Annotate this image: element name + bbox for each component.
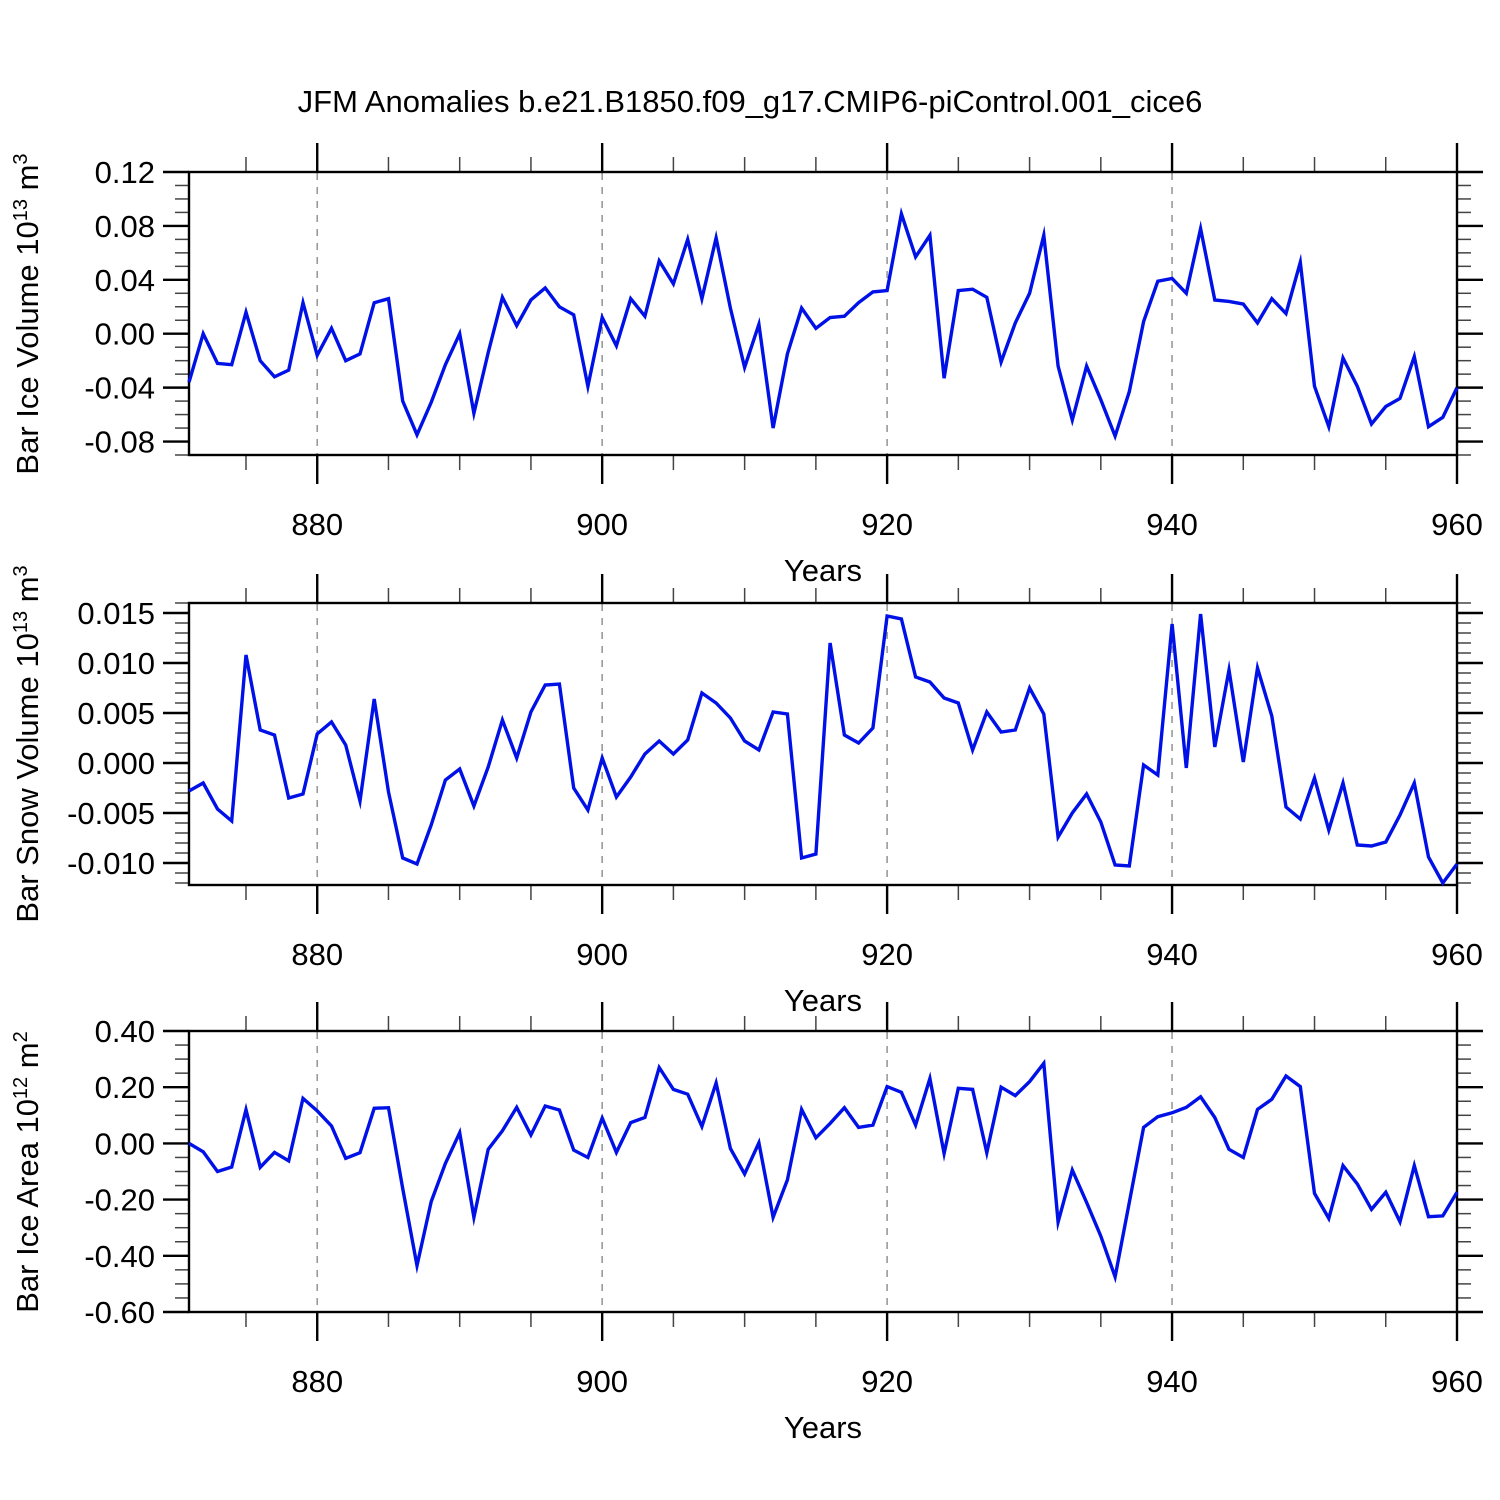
- plot-frame: [187, 170, 1459, 457]
- x-tick-label: 900: [576, 507, 628, 542]
- series-line-panel-3: [188, 1058, 1459, 1284]
- y-axis-label-text: Bar Snow Volume 10: [10, 633, 45, 923]
- y-axis-label-unit: m: [10, 1041, 45, 1077]
- panel-3: 0.40 0.20 0.00 -0.20 -0.40 -0.60 880 900 920 940 9…: [84, 1002, 1483, 1445]
- y-tick-label: -0.04: [84, 371, 155, 406]
- y-tick-label: -0.20: [84, 1183, 155, 1218]
- y-tick-label: -0.005: [67, 796, 155, 831]
- y-tick-label: 0.005: [77, 696, 155, 731]
- x-tick-label: 940: [1146, 1364, 1198, 1399]
- y-axis-label-unit-exponent: 2: [10, 1030, 32, 1042]
- x-tick-label: 920: [861, 507, 913, 542]
- y-tick-label: -0.08: [84, 425, 155, 460]
- x-tick-label: 960: [1431, 507, 1483, 542]
- y-axis-label-unit: m: [10, 164, 45, 199]
- y-axis-label-text: Bar Ice Area 10: [10, 1098, 45, 1313]
- y-tick-label: 0.08: [95, 209, 155, 244]
- y-axis-label-exponent: 13: [10, 198, 32, 221]
- panel-2: 0.015 0.010 0.005 0.000 -0.005 -0.010 880 900 92…: [67, 574, 1483, 1018]
- y-tick-label: 0.015: [77, 596, 155, 631]
- y-tick-label: 0.20: [95, 1070, 155, 1105]
- x-tick-label: 920: [861, 1364, 913, 1399]
- y-tick-label: -0.40: [84, 1239, 155, 1274]
- y-axis-label-snow-volume: Bar Snow Volume 1013 m3: [6, 524, 50, 964]
- y-axis-label-text: Bar Ice Volume 10: [10, 220, 45, 475]
- y-tick-label: 0.000: [77, 746, 155, 781]
- y-tick-label: 0.00: [95, 317, 155, 352]
- series-line-panel-2: [188, 613, 1459, 887]
- y-axis-label-exponent: 13: [10, 610, 32, 634]
- series-line-panel-1: [187, 206, 1459, 442]
- plot-frame: [187, 1029, 1459, 1314]
- x-axis-title: Years: [784, 983, 862, 1018]
- x-tick-label: 900: [576, 1364, 628, 1399]
- x-tick-label: 960: [1431, 937, 1483, 972]
- y-axis-label-unit-exponent: 3: [10, 565, 32, 577]
- x-tick-label: 960: [1431, 1364, 1483, 1399]
- y-tick-label: 0.40: [95, 1014, 155, 1049]
- y-axis-label-exponent: 12: [10, 1076, 32, 1099]
- y-tick-label: -0.010: [67, 846, 155, 881]
- x-tick-label: 940: [1146, 937, 1198, 972]
- x-axis-title: Years: [784, 553, 862, 588]
- x-tick-label: 880: [291, 507, 343, 542]
- panel-1: 0.12 0.08 0.04 0.00 -0.04 -0.08 880 900 920 940 96…: [84, 143, 1483, 588]
- y-tick-label: 0.12: [95, 155, 155, 190]
- x-tick-label: 940: [1146, 507, 1198, 542]
- y-axis-label-ice-area: Bar Ice Area 1012 m2: [6, 952, 50, 1392]
- plot-title: JFM Anomalies b.e21.B1850.f09_g17.CMIP6-…: [297, 84, 1203, 119]
- y-axis-label-ice-volume: Bar Ice Volume 1013 m3: [6, 94, 50, 534]
- y-tick-label: 0.04: [95, 263, 155, 298]
- y-axis-label-unit-exponent: 3: [10, 152, 32, 165]
- y-tick-label: 0.00: [95, 1126, 155, 1161]
- y-tick-label: -0.60: [84, 1295, 155, 1330]
- plot-frame: [187, 601, 1459, 887]
- x-tick-label: 920: [861, 937, 913, 972]
- x-tick-label: 880: [291, 937, 343, 972]
- x-axis-title: Years: [784, 1410, 862, 1445]
- x-tick-label: 880: [291, 1364, 343, 1399]
- y-tick-label: 0.010: [77, 646, 155, 681]
- y-axis-label-unit: m: [10, 576, 45, 611]
- x-tick-label: 900: [576, 937, 628, 972]
